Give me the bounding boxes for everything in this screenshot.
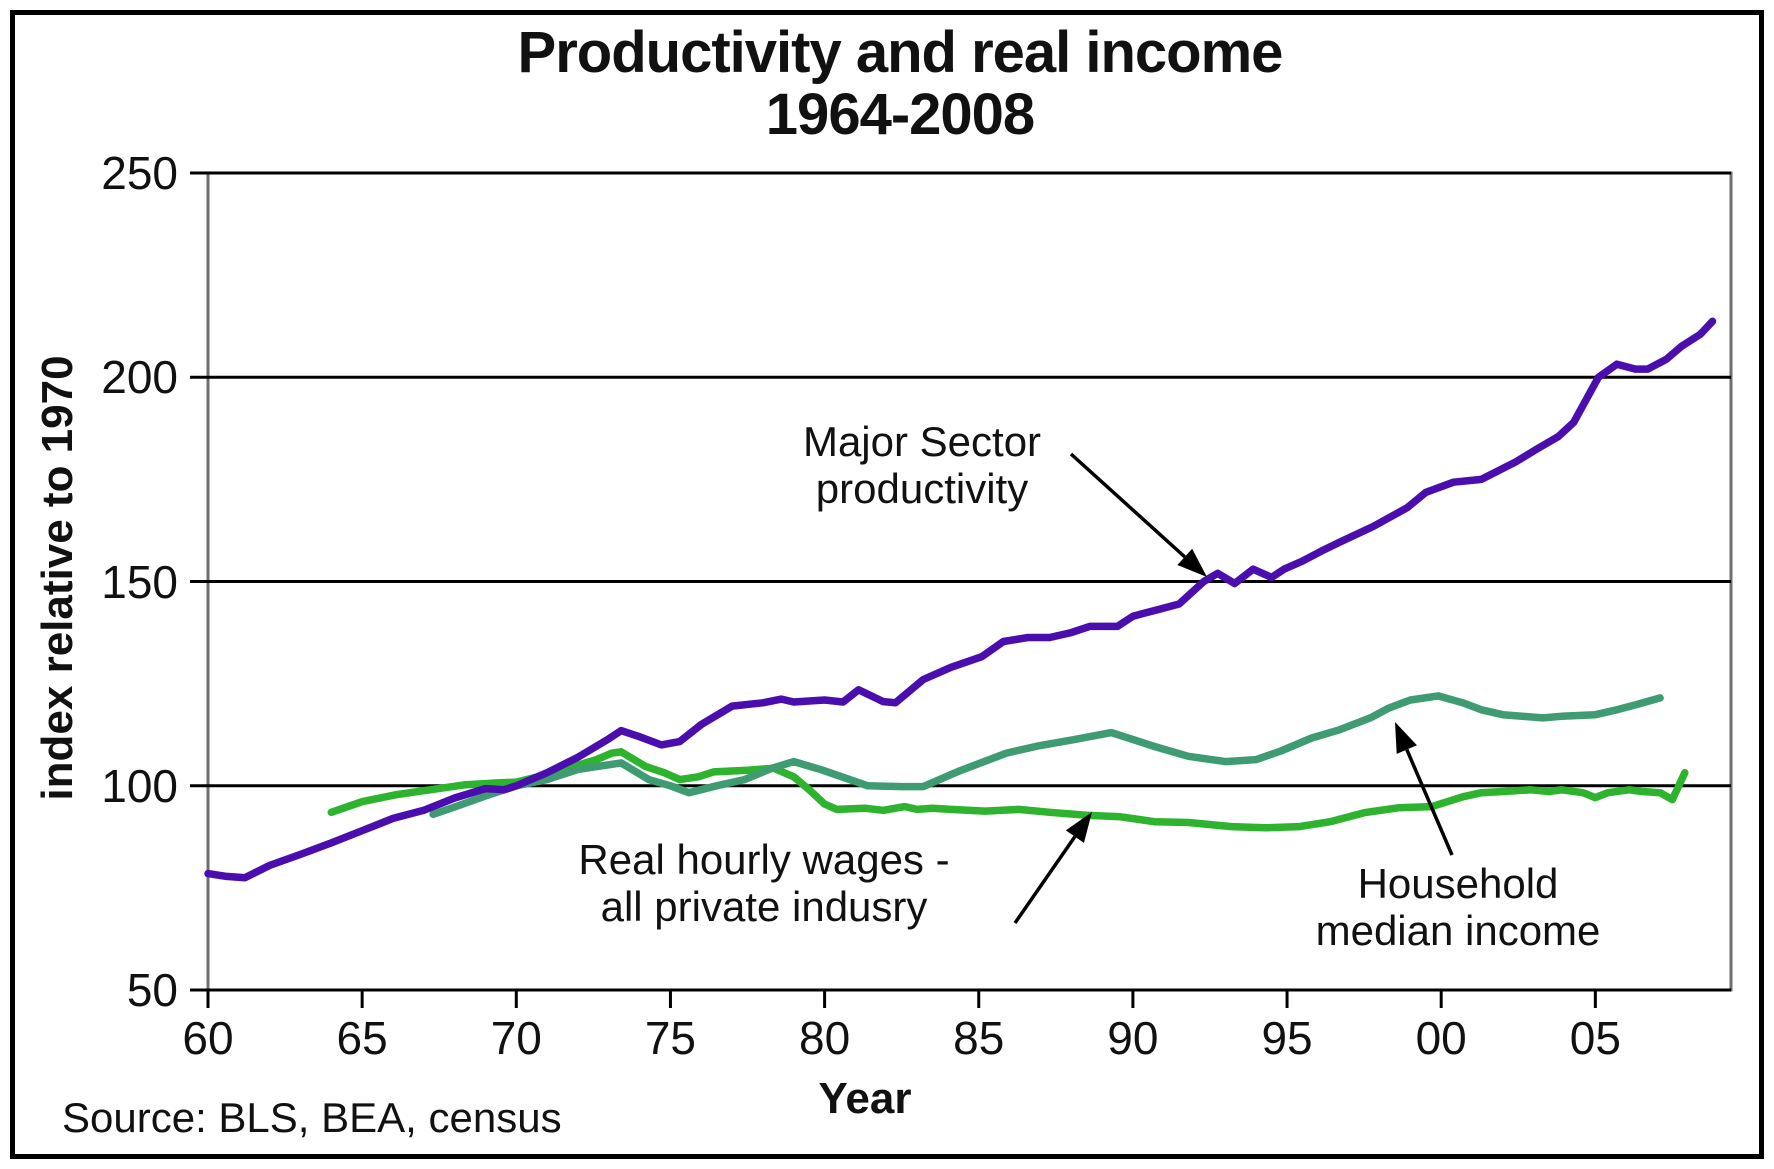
annotation-line: Household [1357,860,1559,907]
source-note: Source: BLS, BEA, census [62,1094,562,1141]
x-tick-label-60: 60 [182,1012,234,1064]
chart-title-line1: Productivity and real income [517,20,1284,85]
chart-frame [10,10,1764,1159]
x-tick-label-00: 00 [1415,1012,1467,1064]
x-tick-label-85: 85 [953,1012,1005,1064]
annotation-line: all private indusry [600,883,928,930]
series-line-real-hourly-wages-all-private-indusry [327,748,1689,832]
x-tick-label-65: 65 [336,1012,388,1064]
x-tick-label-90: 90 [1107,1012,1159,1064]
annotation-line: median income [1315,907,1601,954]
x-tick-label-05: 05 [1569,1012,1621,1064]
annotation-arrow-line-major-sector-productivity [1069,452,1186,559]
annotation-arrow-head-household-median-income [1395,722,1417,754]
chart-title-line2: 1964-2008 [765,82,1035,147]
y-tick-label-250: 250 [101,147,178,199]
annotation-line: productivity [815,465,1029,512]
annotation-line: Major Sector [802,418,1042,465]
series-line-major-sector-productivity [204,317,1717,882]
y-tick-label-50: 50 [126,964,178,1016]
x-tick-label-75: 75 [644,1012,697,1064]
annotation-major-sector-productivity: Major Sector productivity [803,418,1041,512]
x-tick-label-95: 95 [1261,1012,1313,1064]
x-tick-label-80: 80 [799,1012,851,1064]
chart-title: Productivity and real income 1964-2008 [517,20,1284,147]
y-tick-label-150: 150 [101,555,178,608]
series-line-household-median-income [429,692,1664,819]
y-tick-label-100: 100 [101,759,178,812]
annotation-arrow-line-real-hourly-wages [1013,835,1077,924]
annotation-arrow-head-major-sector-productivity [1177,548,1207,577]
annotation-line: Real hourly wages - [578,836,950,883]
annotation-real-hourly-wages: Real hourly wages - all private indusry [578,836,949,930]
annotation-arrow-head-real-hourly-wages [1065,812,1092,843]
annotation-household-median-income: Household median income [1316,860,1601,954]
y-tick-label-200: 200 [101,351,178,404]
x-axis-title: Year [818,1074,912,1123]
annotation-arrow-line-household-median-income [1405,748,1454,856]
x-tick-label-70: 70 [490,1012,542,1064]
